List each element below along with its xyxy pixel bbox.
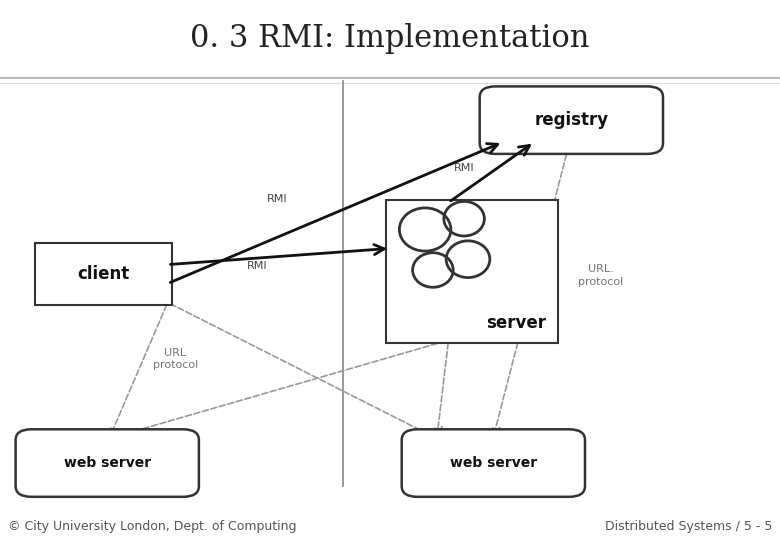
Text: web server: web server bbox=[64, 456, 151, 470]
Text: 0. 3 RMI: Implementation: 0. 3 RMI: Implementation bbox=[190, 23, 590, 55]
FancyBboxPatch shape bbox=[35, 243, 172, 305]
Text: RMI: RMI bbox=[267, 194, 287, 204]
Text: URL.
protocol: URL. protocol bbox=[578, 264, 623, 287]
FancyBboxPatch shape bbox=[16, 429, 199, 497]
Text: web server: web server bbox=[450, 456, 537, 470]
Text: client: client bbox=[77, 265, 129, 283]
Text: server: server bbox=[486, 314, 546, 332]
Text: Distributed Systems / 5 - 5: Distributed Systems / 5 - 5 bbox=[604, 520, 772, 533]
FancyBboxPatch shape bbox=[480, 86, 663, 154]
Text: © City University London, Dept. of Computing: © City University London, Dept. of Compu… bbox=[8, 520, 296, 533]
FancyBboxPatch shape bbox=[386, 200, 558, 343]
Text: URL
protocol: URL protocol bbox=[153, 348, 198, 370]
Text: RMI: RMI bbox=[247, 261, 268, 271]
Text: RMI: RMI bbox=[454, 164, 474, 173]
FancyBboxPatch shape bbox=[402, 429, 585, 497]
Text: registry: registry bbox=[534, 111, 608, 129]
